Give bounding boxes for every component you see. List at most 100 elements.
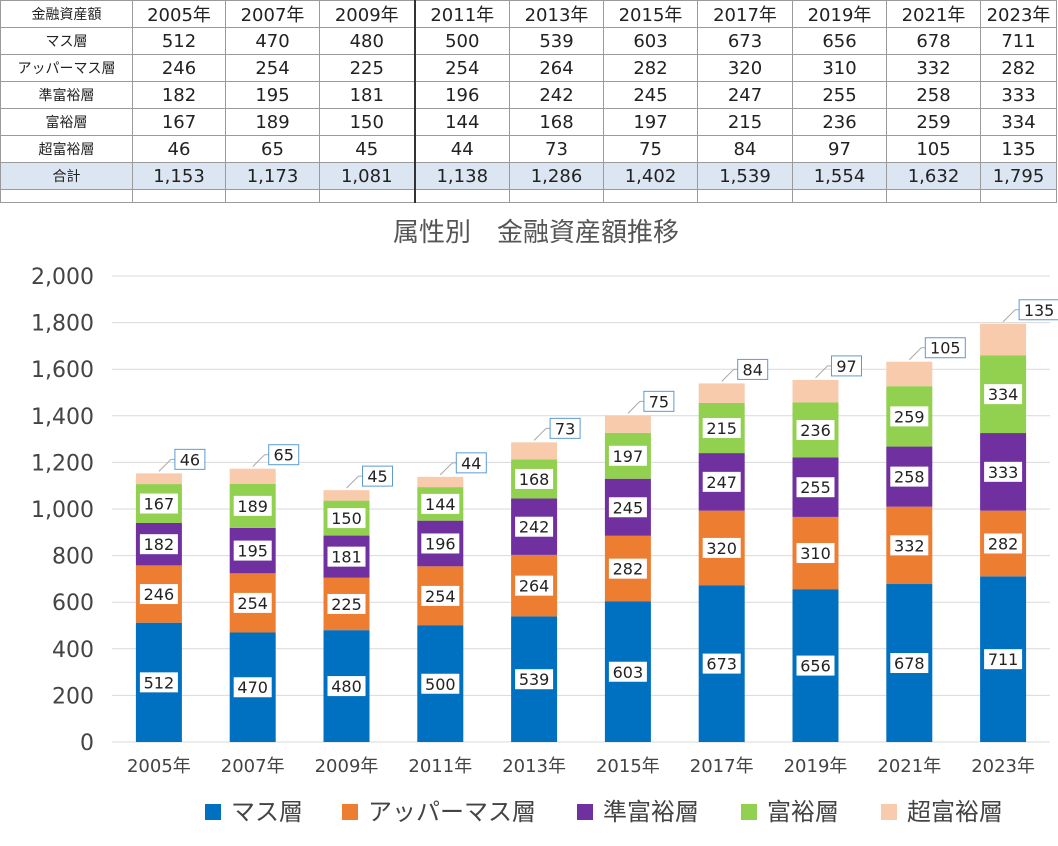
table-cell: 539 — [509, 27, 604, 55]
year-header: 2011年 — [414, 0, 510, 28]
total-cell: 1,081 — [319, 162, 416, 190]
table-cell: 236 — [792, 108, 887, 136]
year-header: 2021年 — [886, 0, 981, 28]
data-label: 254 — [425, 587, 456, 606]
data-label-box — [702, 653, 741, 674]
x-tick-label: 2009年 — [315, 756, 379, 777]
spacer-cell — [319, 189, 416, 203]
year-header: 2017年 — [697, 0, 793, 28]
y-axis: 0 200 400 600 800 1,000 1,200 1,400 1,600 1,800 2,… — [31, 265, 94, 756]
data-label-box — [890, 406, 929, 427]
callout-box — [737, 358, 769, 380]
callout-box — [924, 337, 966, 359]
year-header: 2023年 — [980, 0, 1057, 28]
table-cell: 225 — [319, 54, 416, 82]
data-label-box — [421, 585, 460, 606]
data-label: 320 — [706, 539, 737, 558]
table-cell: 182 — [132, 81, 226, 109]
year-header: 2005年 — [132, 0, 226, 28]
total-cell: 1,539 — [697, 162, 793, 190]
data-label: 711 — [988, 650, 1019, 669]
year-header: 2013年 — [509, 0, 604, 28]
total-label: 合計 — [0, 162, 133, 190]
table-cell: 247 — [697, 81, 793, 109]
table-cell: 105 — [886, 135, 981, 163]
table-cell: 46 — [132, 135, 226, 163]
y-tick-label: 1,600 — [31, 358, 94, 383]
top-data-label: 44 — [461, 454, 481, 473]
total-cell: 1,173 — [225, 162, 320, 190]
total-cell: 1,138 — [414, 162, 510, 190]
table-corner-label: 金融資産額 — [0, 0, 133, 28]
data-label-box — [890, 653, 929, 674]
row-label: 富裕層 — [0, 108, 133, 136]
data-label: 332 — [894, 536, 925, 555]
year-header: 2009年 — [319, 0, 416, 28]
bar-segment — [604, 415, 651, 433]
table-cell: 320 — [697, 54, 793, 82]
table-cell: 150 — [319, 108, 416, 136]
table-header-row: 金融資産額 2005年 2007年 2009年 2011年 2013年 2015年 2017年… — [0, 0, 1057, 28]
callout-leader — [815, 365, 832, 379]
spacer-cell — [509, 189, 604, 203]
data-label-box — [608, 497, 647, 518]
table-cell: 470 — [225, 27, 320, 55]
row-label: 準富裕層 — [0, 81, 133, 109]
table-cell: 259 — [886, 108, 981, 136]
data-label-box — [796, 420, 835, 441]
year-header: 2015年 — [603, 0, 698, 28]
y-tick-label: 1,000 — [31, 498, 94, 523]
data-label: 480 — [331, 677, 362, 696]
x-tick-label: 2021年 — [877, 756, 941, 777]
table-cell: 258 — [886, 81, 981, 109]
data-label: 254 — [237, 594, 268, 613]
table-row: 富裕層 167 189 150 144 168 197 215 236 259 334 — [0, 108, 1057, 136]
legend-swatch — [577, 804, 593, 820]
total-cell: 1,554 — [792, 162, 887, 190]
legend: マス層 アッパーマス層 準富裕層 富裕層 超富裕層 — [205, 798, 1003, 826]
data-label-box — [515, 669, 554, 690]
top-data-label: 75 — [649, 392, 669, 411]
data-label-box — [796, 655, 835, 676]
row-label: 超富裕層 — [0, 135, 133, 163]
table-cell: 245 — [603, 81, 698, 109]
x-tick-label: 2023年 — [971, 756, 1035, 777]
spacer-cell — [697, 189, 793, 203]
data-label-box — [139, 672, 178, 693]
callout-box — [643, 390, 675, 412]
x-tick-label: 2019年 — [784, 756, 848, 777]
data-label-box — [702, 471, 741, 492]
table-row: 準富裕層 182 195 181 196 242 245 247 255 258 333 — [0, 81, 1057, 109]
top-data-label: 65 — [274, 446, 294, 465]
top-data-label: 46 — [180, 450, 200, 469]
top-data-label: 135 — [1024, 301, 1055, 320]
y-tick-label: 200 — [52, 684, 94, 709]
data-label-box — [139, 534, 178, 555]
data-label: 264 — [519, 577, 550, 596]
data-label-box — [608, 661, 647, 682]
data-label-box — [984, 461, 1023, 482]
data-label: 168 — [519, 470, 550, 489]
callout-box — [174, 448, 206, 470]
data-label: 196 — [425, 534, 456, 553]
data-label: 470 — [237, 678, 268, 697]
table-cell: 310 — [792, 54, 887, 82]
data-label-box — [984, 384, 1023, 405]
data-label: 246 — [144, 585, 175, 604]
y-tick-label: 1,200 — [31, 451, 94, 476]
y-tick-label: 600 — [52, 591, 94, 616]
top-data-label: 45 — [367, 467, 387, 486]
table-cell: 73 — [509, 135, 604, 163]
total-cell: 1,286 — [509, 162, 604, 190]
y-tick-label: 1,400 — [31, 405, 94, 430]
legend-swatch — [205, 804, 221, 820]
data-label-box — [702, 418, 741, 439]
data-labels: 512 246 182 167 46 470 254 195 189 65 480 225 181 150… — [139, 299, 1058, 698]
data-label: 539 — [519, 670, 550, 689]
spacer-cell — [603, 189, 698, 203]
table-cell: 254 — [414, 54, 510, 82]
data-label: 215 — [706, 419, 737, 438]
table-cell: 135 — [980, 135, 1057, 163]
data-label: 197 — [613, 447, 644, 466]
y-tick-label: 2,000 — [31, 265, 94, 290]
